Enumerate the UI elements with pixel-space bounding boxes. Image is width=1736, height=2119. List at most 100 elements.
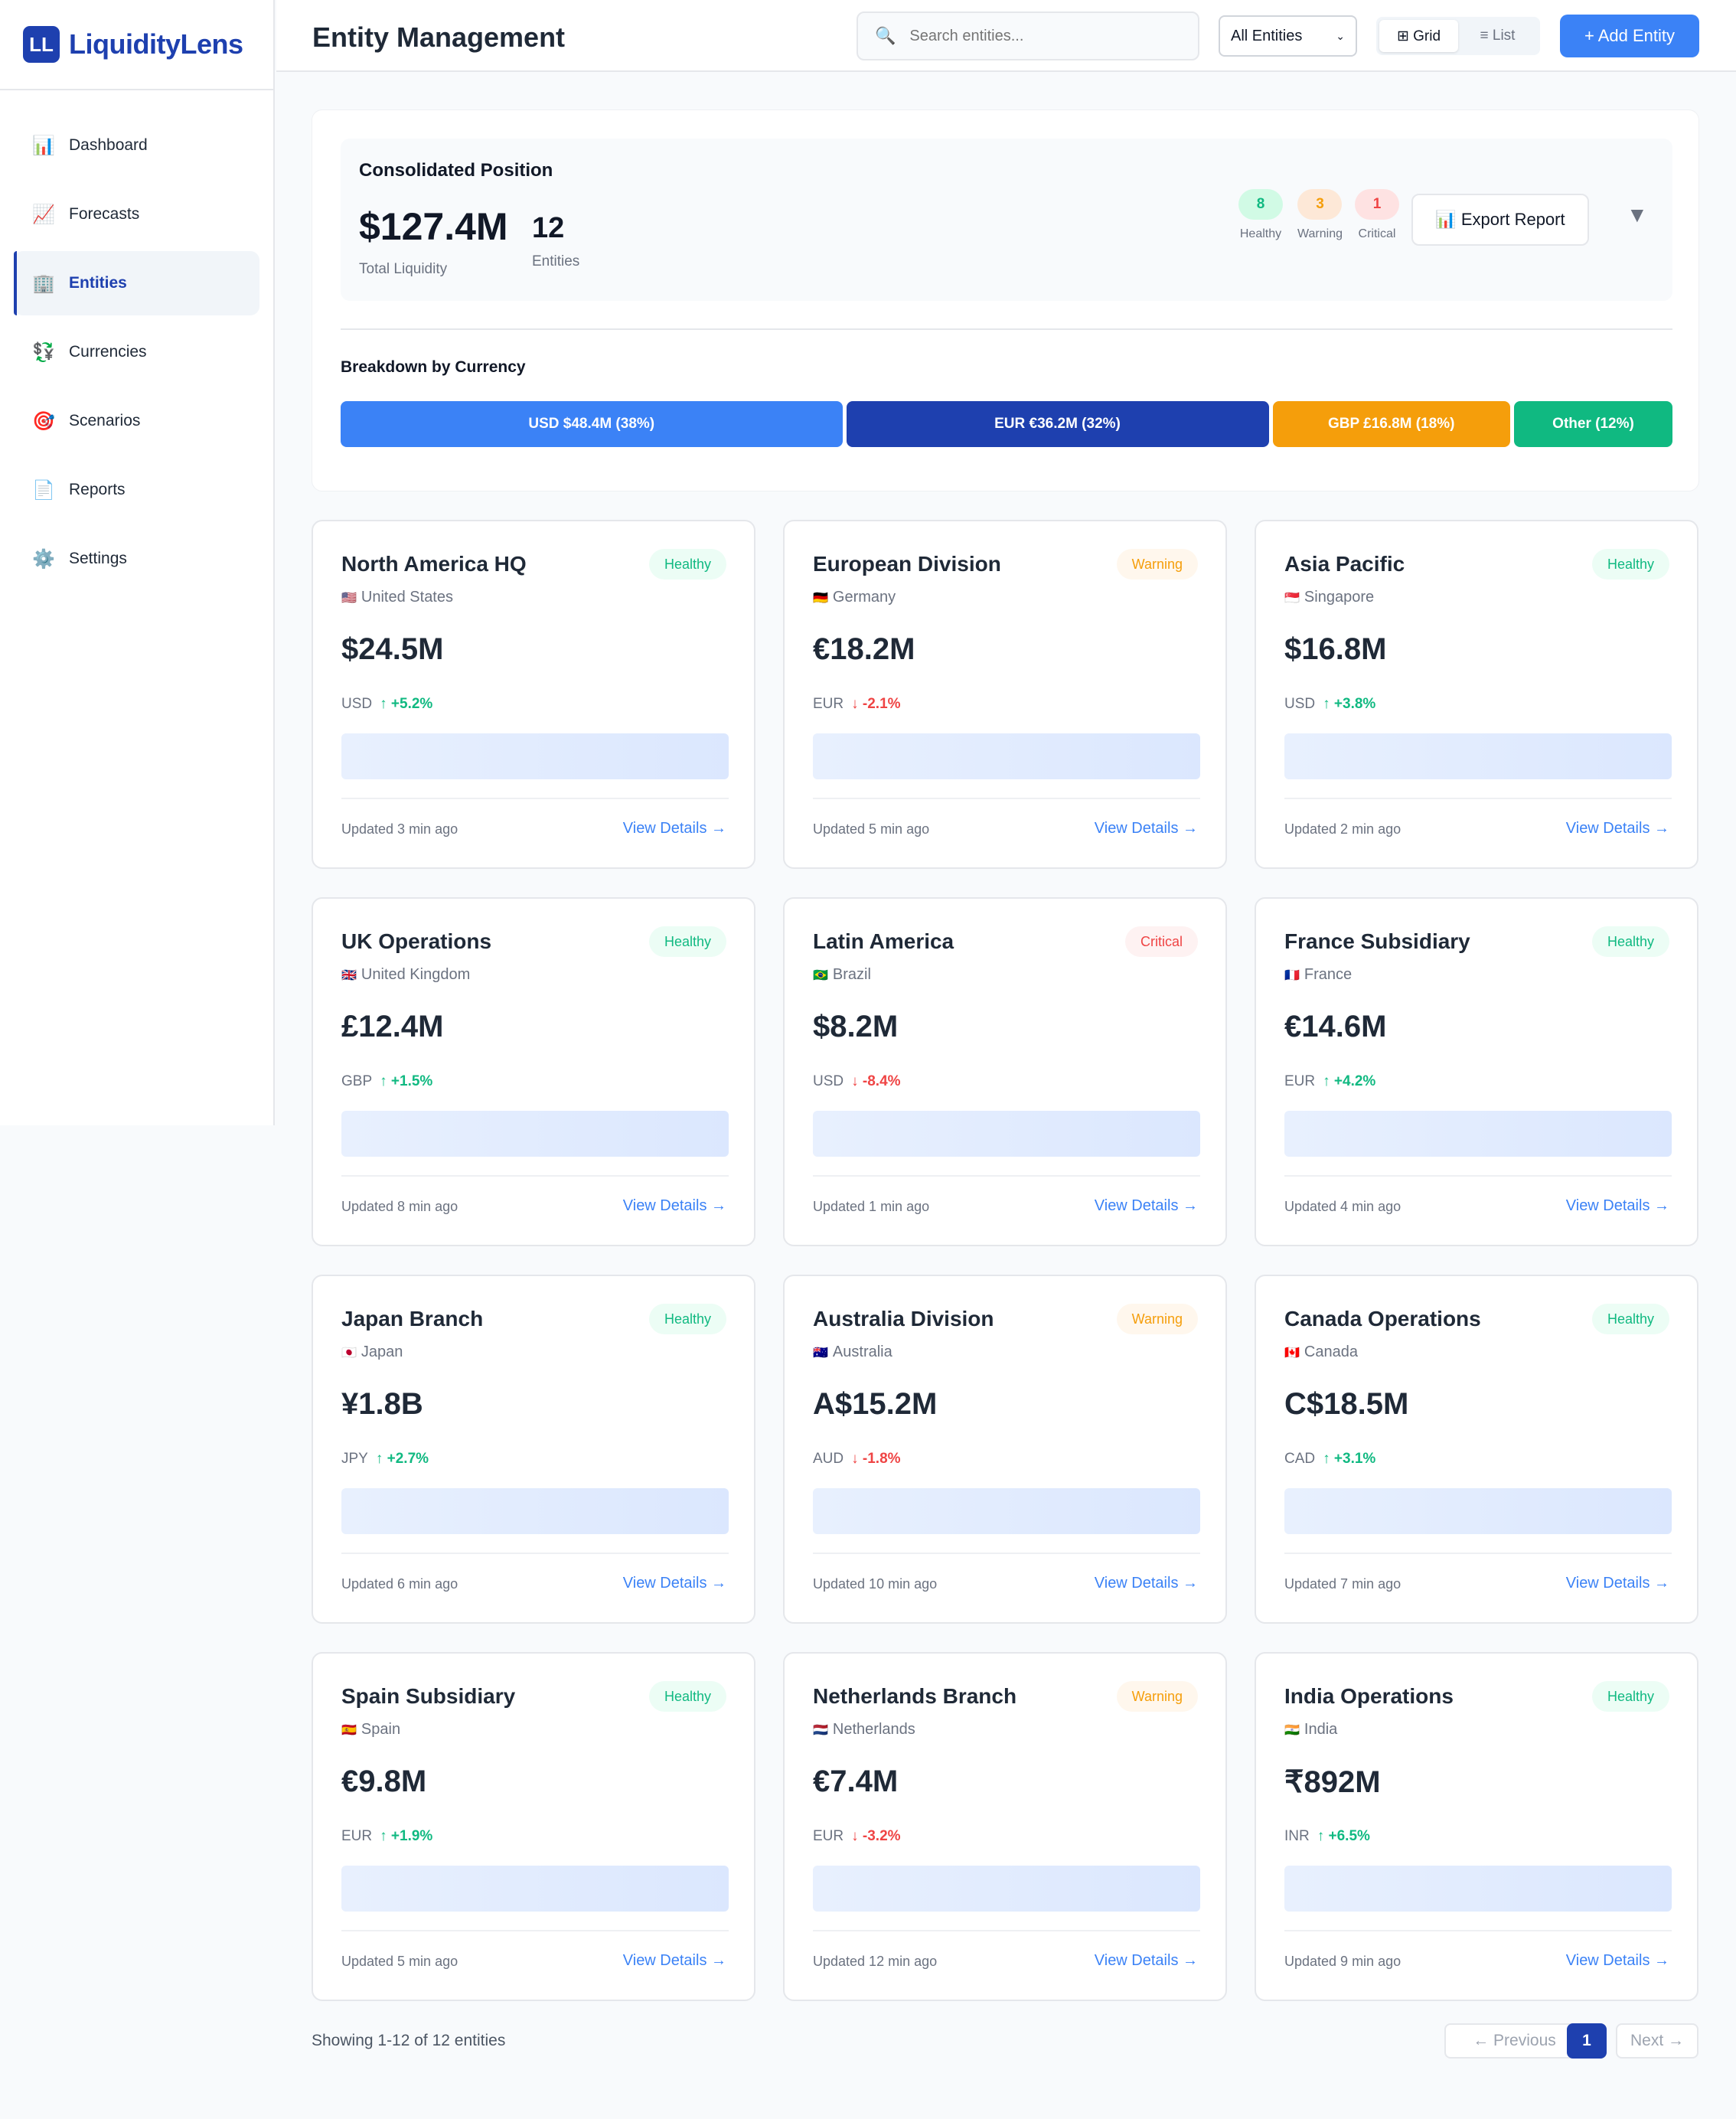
- entity-change: ↓ -2.1%: [851, 696, 901, 712]
- entity-card[interactable]: Latin America Critical 🇧🇷 Brazil $8.2M USD ↓ -…: [783, 897, 1227, 1246]
- view-details-link[interactable]: View Details →: [1094, 1197, 1198, 1214]
- flag-icon: 🇸🇬: [1284, 592, 1300, 605]
- entity-name: Spain Subsidiary: [341, 1684, 516, 1708]
- entity-country: Germany: [832, 589, 896, 606]
- view-details-link[interactable]: View Details →: [1094, 1952, 1198, 1969]
- entity-updated: Updated 3 min ago: [341, 821, 458, 837]
- entity-currency-row: AUD ↓ -1.8%: [813, 1451, 901, 1468]
- entity-name: Asia Pacific: [1284, 552, 1405, 576]
- sidebar-item-scenarios[interactable]: 🎯 Scenarios: [14, 389, 259, 453]
- sparkline-placeholder: [813, 1866, 1200, 1912]
- trend-chart-icon: 📈: [32, 204, 55, 225]
- collapse-toggle-icon[interactable]: ▼: [1627, 203, 1648, 227]
- entity-currency-row: EUR ↓ -3.2%: [813, 1828, 901, 1845]
- card-divider: [341, 1930, 729, 1931]
- entity-card[interactable]: Australia Division Warning 🇦🇺 Australia A$15…: [783, 1275, 1227, 1624]
- logo[interactable]: LL LiquidityLens: [0, 0, 273, 90]
- card-divider: [341, 1553, 729, 1554]
- entity-balance: €18.2M: [813, 632, 915, 666]
- flag-icon: 🇨🇦: [1284, 1347, 1300, 1360]
- card-divider: [1284, 1553, 1672, 1554]
- entity-card[interactable]: Japan Branch Healthy 🇯🇵 Japan ¥1.8B JPY ↑ +2.7…: [312, 1275, 755, 1624]
- entity-count-value: 12: [532, 212, 565, 244]
- entity-currency-row: USD ↑ +3.8%: [1284, 696, 1375, 713]
- list-view-button[interactable]: ≡ List: [1480, 28, 1516, 44]
- sidebar-item-dashboard[interactable]: 📊 Dashboard: [14, 113, 259, 178]
- sidebar-item-entities[interactable]: 🏢 Entities: [14, 251, 259, 315]
- entity-country: United Kingdom: [361, 966, 471, 983]
- sparkline-placeholder: [1284, 1488, 1672, 1534]
- search-input[interactable]: [909, 27, 1170, 45]
- entity-country: Singapore: [1304, 589, 1375, 606]
- entity-card[interactable]: France Subsidiary Healthy 🇫🇷 France €14.6M EU…: [1255, 897, 1698, 1246]
- view-details-link[interactable]: View Details →: [1565, 1197, 1669, 1214]
- entity-currency-row: USD ↓ -8.4%: [813, 1073, 901, 1090]
- entity-location: 🇳🇱 Netherlands: [813, 1721, 915, 1739]
- sidebar-item-label: Settings: [69, 550, 127, 567]
- status-badge: Healthy: [1591, 1681, 1669, 1712]
- entity-change: ↑ +5.2%: [380, 696, 433, 712]
- top-header: Entity Management 🔍 All Entities ⌄ ⊞ Gri…: [276, 0, 1736, 72]
- document-icon: 📄: [32, 479, 55, 501]
- view-details-link[interactable]: View Details →: [622, 820, 726, 837]
- entity-location: 🇮🇳 India: [1284, 1721, 1337, 1739]
- entity-count-label: Entities: [532, 253, 580, 269]
- status-badge: Healthy: [1591, 1304, 1669, 1334]
- currency-segment[interactable]: USD $48.4M (38%): [341, 401, 843, 447]
- search-box[interactable]: 🔍: [857, 11, 1199, 60]
- export-report-button[interactable]: 📊 Export Report: [1411, 194, 1589, 246]
- card-divider: [813, 1930, 1200, 1931]
- entity-card[interactable]: Netherlands Branch Warning 🇳🇱 Netherlands €7…: [783, 1652, 1227, 2001]
- card-divider: [341, 798, 729, 799]
- view-details-link[interactable]: View Details →: [1094, 1575, 1198, 1592]
- entity-change: ↑ +1.5%: [380, 1073, 433, 1089]
- view-details-link[interactable]: View Details →: [1565, 1952, 1669, 1969]
- sidebar-item-settings[interactable]: ⚙️ Settings: [14, 527, 259, 591]
- previous-page-button[interactable]: ← Previous: [1444, 2023, 1584, 2059]
- entity-country: Canada: [1304, 1344, 1358, 1360]
- sparkline-placeholder: [813, 1111, 1200, 1157]
- status-badge: Healthy: [648, 1681, 726, 1712]
- sidebar-item-currencies[interactable]: 💱 Currencies: [14, 320, 259, 384]
- next-page-button[interactable]: Next →: [1616, 2023, 1698, 2059]
- view-details-link[interactable]: View Details →: [622, 1575, 726, 1592]
- entity-location: 🇪🇸 Spain: [341, 1721, 400, 1739]
- entity-updated: Updated 12 min ago: [813, 1954, 938, 1969]
- currency-exchange-icon: 💱: [32, 341, 55, 363]
- view-details-link[interactable]: View Details →: [1094, 820, 1198, 837]
- currency-segment[interactable]: Other (12%): [1514, 401, 1672, 447]
- status-badge: Healthy: [648, 549, 726, 580]
- entity-filter-select[interactable]: All Entities ⌄: [1219, 15, 1357, 57]
- grid-view-button[interactable]: ⊞ Grid: [1379, 20, 1458, 52]
- entity-card[interactable]: Canada Operations Healthy 🇨🇦 Canada C$18.5M C…: [1255, 1275, 1698, 1624]
- entity-balance: $24.5M: [341, 632, 444, 666]
- entity-card[interactable]: UK Operations Healthy 🇬🇧 United Kingdom £12.…: [312, 897, 755, 1246]
- sidebar-nav: 📊 Dashboard 📈 Forecasts 🏢 Entities 💱 Currenc…: [0, 90, 273, 591]
- view-details-link[interactable]: View Details →: [1565, 1575, 1669, 1592]
- status-badge: Warning: [1116, 1304, 1198, 1334]
- currency-segment[interactable]: EUR €36.2M (32%): [846, 401, 1269, 447]
- currency-segment[interactable]: GBP £16.8M (18%): [1272, 401, 1510, 447]
- view-details-link[interactable]: View Details →: [622, 1197, 726, 1214]
- view-details-link[interactable]: View Details →: [622, 1952, 726, 1969]
- entity-currency: EUR: [813, 696, 844, 712]
- status-badge: Warning: [1116, 549, 1198, 580]
- entity-balance: €14.6M: [1284, 1010, 1387, 1043]
- entity-change: ↓ -1.8%: [851, 1451, 901, 1467]
- status-badge: Healthy: [648, 926, 726, 957]
- sidebar-item-reports[interactable]: 📄 Reports: [14, 458, 259, 522]
- entity-change: ↑ +3.8%: [1323, 696, 1376, 712]
- add-entity-button[interactable]: + Add Entity: [1560, 15, 1699, 57]
- summary-panel: Consolidated Position $127.4M Total Liqu…: [312, 109, 1699, 491]
- entity-card[interactable]: North America HQ Healthy 🇺🇸 United States $2…: [312, 520, 755, 869]
- entity-card[interactable]: India Operations Healthy 🇮🇳 India ₹892M INR ↑ …: [1255, 1652, 1698, 2001]
- entity-name: UK Operations: [341, 929, 492, 953]
- page-1-button[interactable]: 1: [1567, 2023, 1607, 2059]
- entity-card[interactable]: Asia Pacific Healthy 🇸🇬 Singapore $16.8M USD ↑…: [1255, 520, 1698, 869]
- entity-balance: $16.8M: [1284, 632, 1387, 666]
- entity-card[interactable]: European Division Warning 🇩🇪 Germany €18.2M E…: [783, 520, 1227, 869]
- entity-card[interactable]: Spain Subsidiary Healthy 🇪🇸 Spain €9.8M EUR ↑ …: [312, 1652, 755, 2001]
- view-toggle: ⊞ Grid ≡ List: [1376, 17, 1540, 55]
- view-details-link[interactable]: View Details →: [1565, 820, 1669, 837]
- sidebar-item-forecasts[interactable]: 📈 Forecasts: [14, 182, 259, 247]
